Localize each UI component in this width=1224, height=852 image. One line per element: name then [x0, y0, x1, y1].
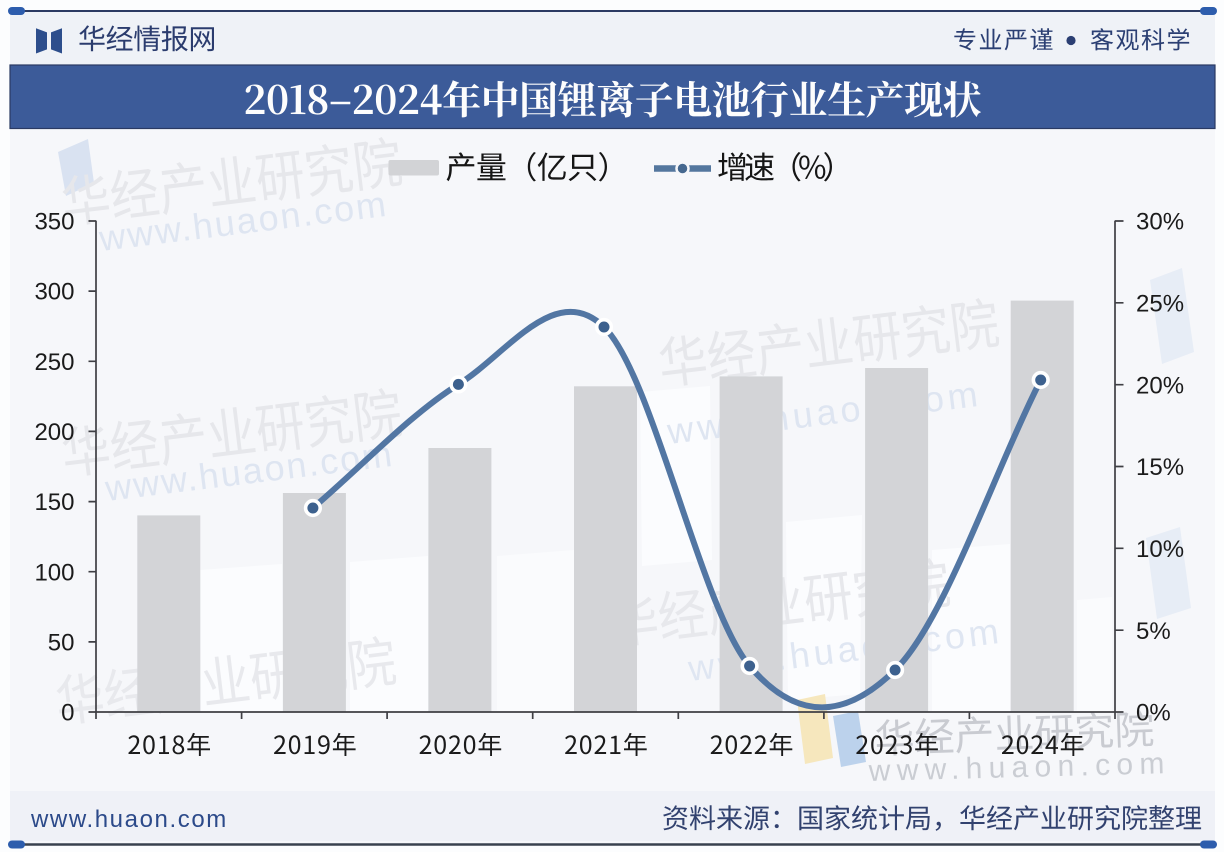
- svg-text:150: 150: [34, 489, 74, 516]
- svg-text:15%: 15%: [1136, 454, 1184, 481]
- svg-text:10%: 10%: [1136, 536, 1184, 563]
- svg-text:250: 250: [34, 349, 74, 376]
- svg-text:0: 0: [61, 700, 74, 727]
- svg-text:25%: 25%: [1136, 290, 1184, 317]
- svg-text:0%: 0%: [1136, 700, 1171, 727]
- svg-text:20%: 20%: [1136, 372, 1184, 399]
- svg-text:300: 300: [34, 279, 74, 306]
- svg-text:100: 100: [34, 559, 74, 586]
- svg-text:350: 350: [34, 209, 74, 236]
- svg-text:30%: 30%: [1136, 209, 1184, 236]
- svg-text:www.huaon.com: www.huaon.com: [30, 806, 228, 833]
- svg-text:200: 200: [34, 419, 74, 446]
- svg-text:50: 50: [48, 630, 75, 657]
- svg-text:www.huaon.com: www.huaon.com: [867, 747, 1171, 788]
- svg-text:5%: 5%: [1136, 618, 1171, 645]
